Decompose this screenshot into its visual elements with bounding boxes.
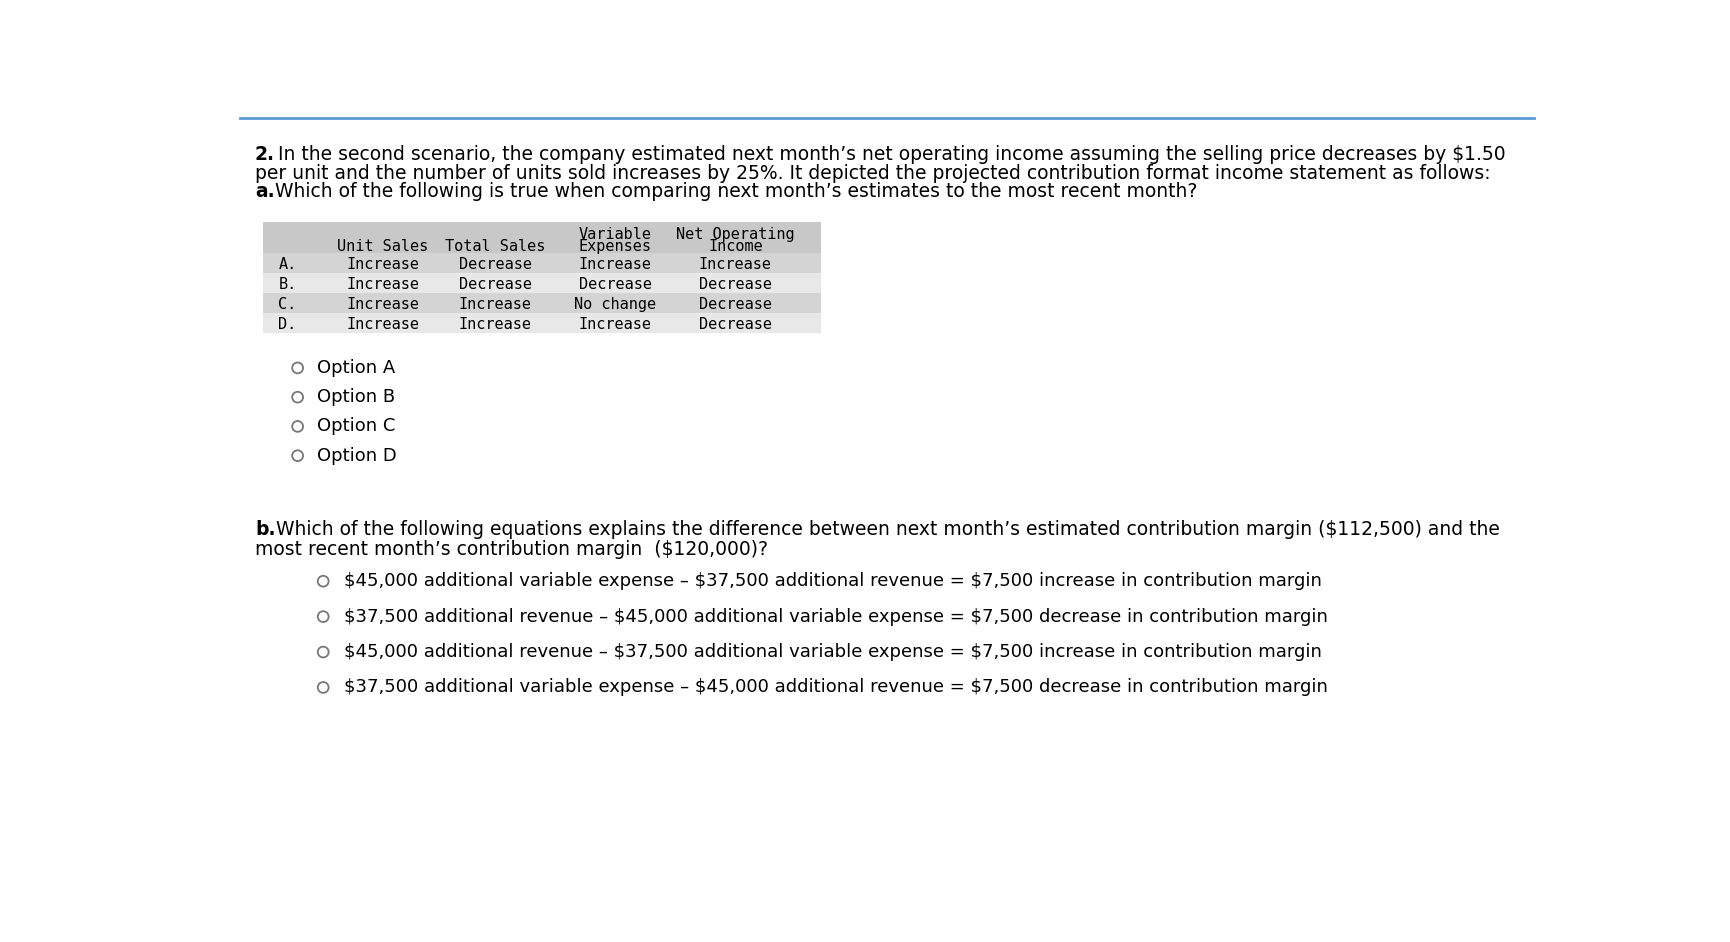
Text: a.: a. (254, 183, 275, 202)
Text: $37,500 additional revenue – $45,000 additional variable expense = $7,500 decrea: $37,500 additional revenue – $45,000 add… (344, 608, 1329, 625)
Text: B.: B. (279, 277, 296, 292)
Text: Increase: Increase (346, 257, 419, 272)
Text: Decrease: Decrease (458, 277, 531, 292)
Bar (263, 222, 820, 253)
Text: Unit Sales: Unit Sales (337, 239, 429, 254)
Text: 2.: 2. (254, 145, 275, 165)
Text: D.: D. (279, 317, 296, 333)
Text: Increase: Increase (580, 317, 652, 333)
Text: Option B: Option B (317, 388, 394, 406)
Text: In the second scenario, the company estimated next month’s net operating income : In the second scenario, the company esti… (272, 145, 1505, 165)
Text: Increase: Increase (458, 297, 531, 312)
Text: Which of the following is true when comparing next month’s estimates to the most: Which of the following is true when comp… (268, 183, 1197, 202)
Text: Total Sales: Total Sales (445, 239, 545, 254)
Text: Variable: Variable (580, 227, 652, 242)
Text: No change: No change (574, 297, 656, 312)
Text: Increase: Increase (346, 297, 419, 312)
Text: b.: b. (254, 520, 275, 539)
Text: Increase: Increase (346, 317, 419, 333)
Text: Decrease: Decrease (580, 277, 652, 292)
Text: Decrease: Decrease (699, 317, 772, 333)
Text: $45,000 additional variable expense – $37,500 additional revenue = $7,500 increa: $45,000 additional variable expense – $3… (344, 572, 1322, 591)
Bar (263, 314, 820, 333)
Text: Increase: Increase (699, 257, 772, 272)
Text: Decrease: Decrease (699, 297, 772, 312)
Text: most recent month’s contribution margin  ($120,000)?: most recent month’s contribution margin … (254, 540, 768, 559)
Text: Income: Income (708, 239, 763, 254)
Text: Option D: Option D (317, 447, 396, 464)
Text: $45,000 additional revenue – $37,500 additional variable expense = $7,500 increa: $45,000 additional revenue – $37,500 add… (344, 643, 1322, 661)
Bar (263, 293, 820, 314)
Text: C.: C. (279, 297, 296, 312)
Text: Increase: Increase (580, 257, 652, 272)
Text: Decrease: Decrease (699, 277, 772, 292)
Text: Increase: Increase (458, 317, 531, 333)
Text: Option A: Option A (317, 359, 394, 377)
Bar (263, 273, 820, 293)
Text: per unit and the number of units sold increases by 25%. It depicted the projecte: per unit and the number of units sold in… (254, 164, 1491, 183)
Text: $37,500 additional variable expense – $45,000 additional revenue = $7,500 decrea: $37,500 additional variable expense – $4… (344, 678, 1329, 696)
Bar (263, 253, 820, 273)
Text: Which of the following equations explains the difference between next month’s es: Which of the following equations explain… (270, 520, 1500, 539)
Text: Expenses: Expenses (580, 239, 652, 254)
Text: A.: A. (279, 257, 296, 272)
Text: Net Operating: Net Operating (676, 227, 794, 242)
Text: Increase: Increase (346, 277, 419, 292)
Text: Option C: Option C (317, 417, 396, 435)
Text: Decrease: Decrease (458, 257, 531, 272)
